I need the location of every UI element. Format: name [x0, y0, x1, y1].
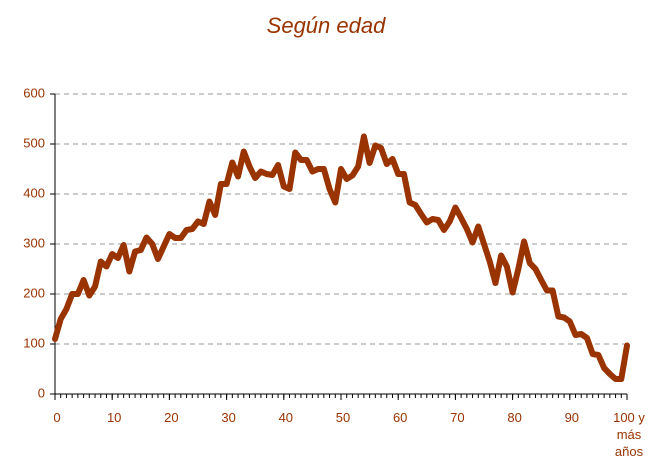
y-tick-label: 600	[23, 85, 45, 100]
x-tick-label: 90	[564, 410, 580, 425]
x-tick-label: 10	[106, 410, 122, 425]
x-tick-label: 70	[450, 410, 465, 425]
x-tick-label-box: 0	[53, 410, 61, 425]
x-tick-label-box: 10	[106, 410, 122, 425]
x-tick-label: 40	[278, 410, 294, 425]
x-tick-label: 20	[164, 410, 179, 425]
y-tick-label: 500	[23, 135, 45, 150]
data-line	[52, 133, 630, 382]
y-tick-label: 100	[23, 335, 45, 350]
x-tick-label: 80	[507, 410, 522, 425]
y-tick-label: 300	[23, 235, 45, 250]
x-tick-label: 0	[53, 410, 61, 425]
x-tick-label: 30	[221, 410, 236, 425]
x-tick-label: 60	[392, 410, 408, 425]
x-tick-label-box: 80	[507, 410, 522, 425]
y-tick-label: 200	[23, 285, 45, 300]
x-tick-label-box: 50	[335, 410, 351, 425]
x-tick-label-box: 30	[221, 410, 236, 425]
x-tick-label-box: 90	[564, 410, 580, 425]
x-tick-label-box: 70	[450, 410, 465, 425]
x-tick-label-box: 60	[392, 410, 408, 425]
y-tick-label: 0	[38, 385, 45, 400]
chart-title: Según edad	[267, 13, 386, 38]
x-tick-label: 50	[335, 410, 351, 425]
x-tick-label-box: 40	[278, 410, 294, 425]
y-tick-label: 400	[23, 185, 45, 200]
x-tick-label: 100 y más años	[613, 410, 645, 459]
x-tick-label-box: 20	[164, 410, 179, 425]
x-tick-label-box: 100 y más años	[613, 410, 645, 459]
